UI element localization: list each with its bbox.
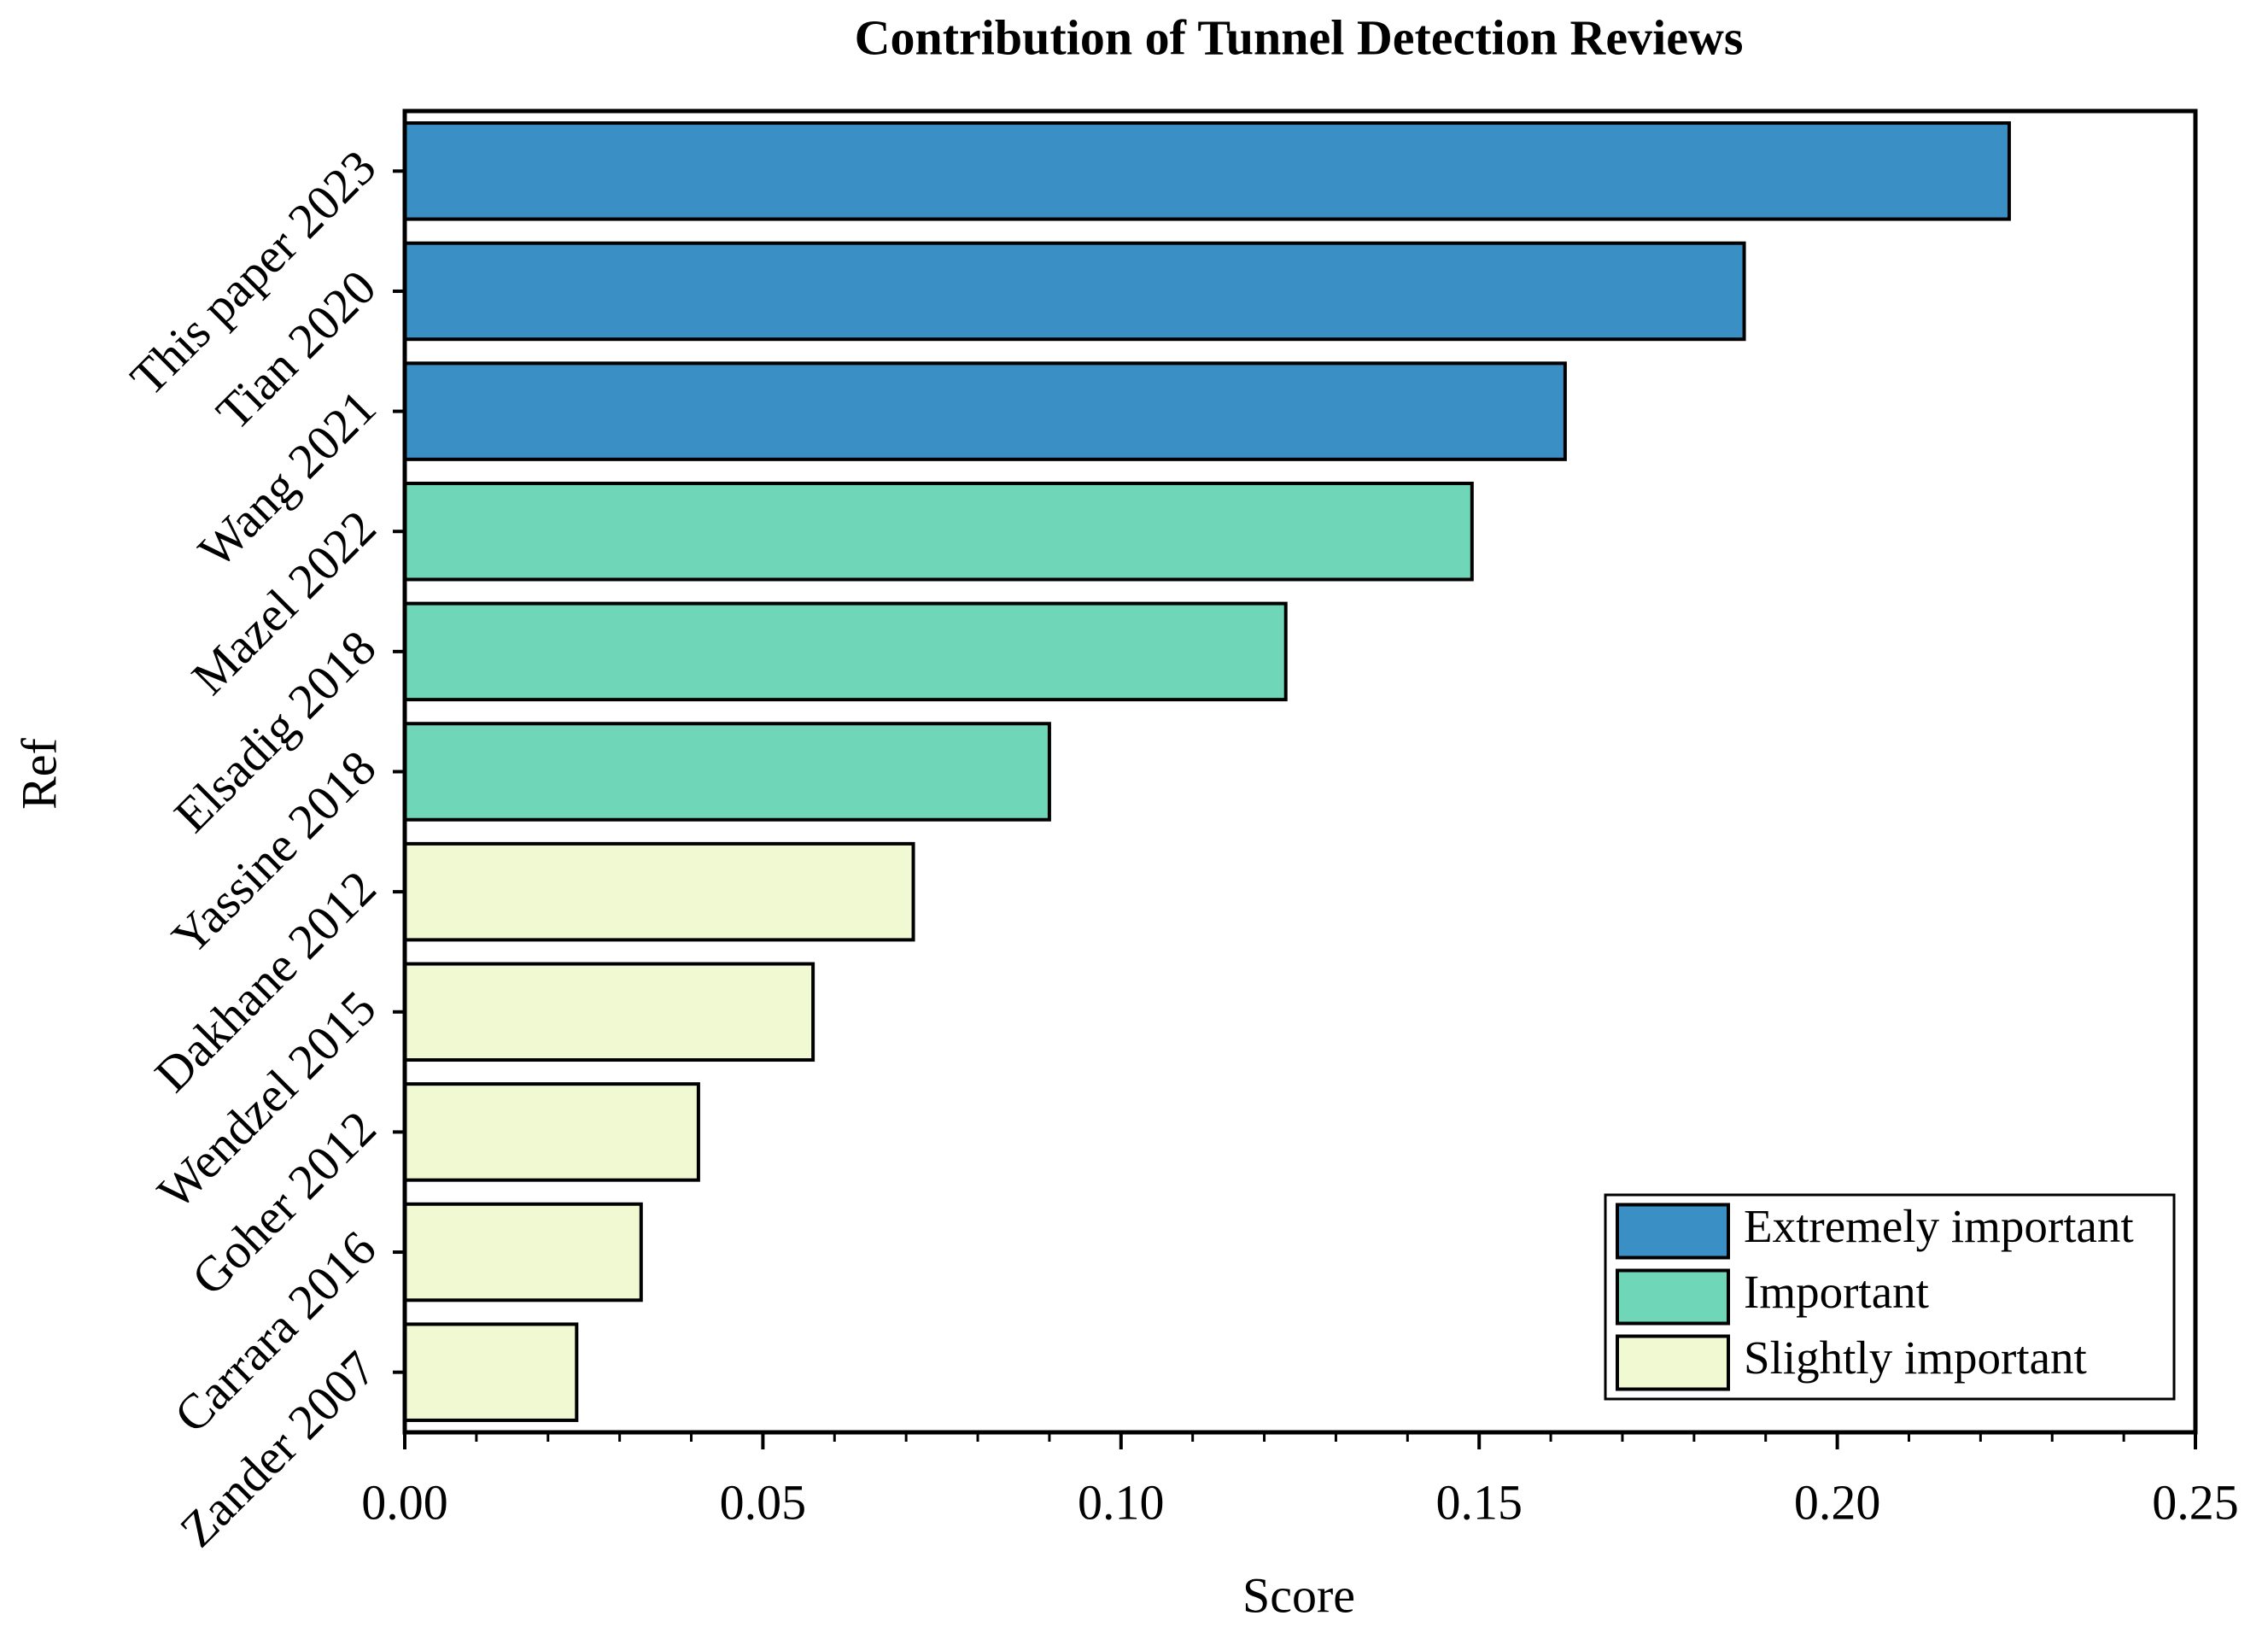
x-tick-label: 0.00 bbox=[361, 1474, 448, 1530]
bar bbox=[403, 241, 1746, 342]
bar bbox=[403, 361, 1567, 461]
x-tick-label: 0.15 bbox=[1435, 1474, 1523, 1530]
bar bbox=[403, 1082, 700, 1182]
y-axis-label: Ref bbox=[11, 737, 67, 809]
legend-swatch bbox=[1616, 1268, 1730, 1326]
bar bbox=[403, 841, 915, 942]
bar bbox=[403, 1322, 579, 1422]
x-tick-label: 0.25 bbox=[2152, 1474, 2239, 1530]
bar bbox=[403, 601, 1288, 702]
chart-title: Contribution of Tunnel Detection Reviews bbox=[855, 9, 1744, 65]
legend-swatch bbox=[1616, 1334, 1730, 1391]
bar bbox=[403, 722, 1051, 822]
legend-swatch bbox=[1616, 1203, 1730, 1260]
plot-frame bbox=[402, 108, 2198, 1435]
x-tick-label: 0.05 bbox=[720, 1474, 807, 1530]
legend-label: Important bbox=[1744, 1266, 1929, 1318]
x-tick-label: 0.10 bbox=[1078, 1474, 1165, 1530]
legend-label: Extremely important bbox=[1744, 1200, 2134, 1252]
bar bbox=[403, 962, 815, 1062]
bar bbox=[403, 481, 1474, 582]
bar bbox=[403, 1202, 643, 1302]
x-axis-label: Score bbox=[1242, 1567, 1355, 1623]
bar bbox=[403, 121, 2011, 221]
legend-label: Slightly important bbox=[1744, 1332, 2087, 1384]
x-tick-label: 0.20 bbox=[1794, 1474, 1881, 1530]
